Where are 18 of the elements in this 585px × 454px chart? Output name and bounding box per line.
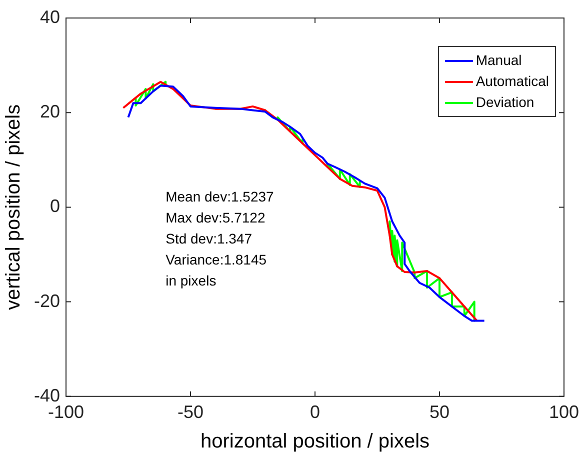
legend-label: Manual	[476, 51, 522, 70]
x-tick-label: -50	[178, 402, 204, 422]
y-tick-label: 20	[40, 102, 60, 122]
annotation: Std dev:1.347	[166, 230, 252, 247]
x-tick-label: 0	[310, 402, 320, 422]
y-tick-label: 40	[40, 6, 60, 27]
legend-label: Automatical	[476, 72, 549, 91]
annotation: in pixels	[166, 272, 216, 289]
y-tick-label: 0	[50, 196, 60, 216]
annotation: Variance:1.8145	[166, 252, 267, 268]
legend-label: Deviation	[476, 93, 534, 112]
annotation: Mean dev:1.5237	[166, 188, 274, 205]
y-axis-title: vertical position / pixels	[2, 104, 25, 310]
x-tick-label: 100	[548, 402, 580, 422]
annotation: Max dev:5.7122	[166, 210, 266, 226]
y-tick-label: -20	[34, 290, 60, 311]
x-axis-title: horizontal position / pixels	[200, 430, 430, 453]
x-tick-label: 50	[429, 402, 450, 422]
